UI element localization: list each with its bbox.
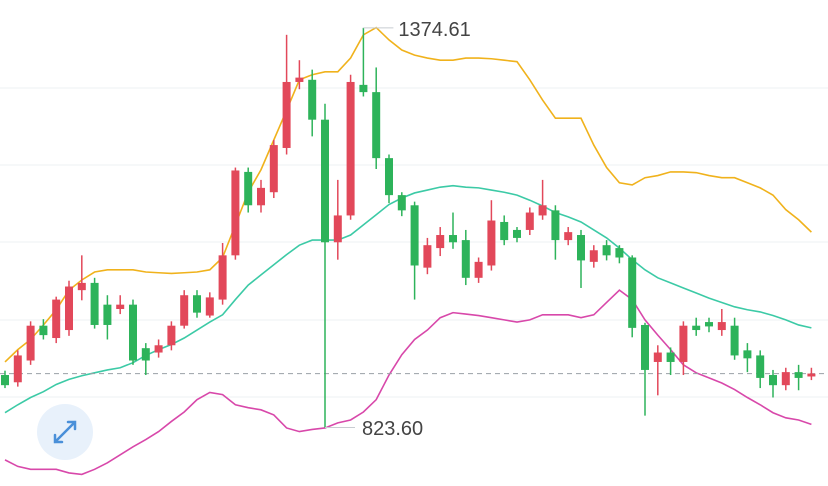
candle-body [717, 322, 726, 331]
candle-body [781, 372, 790, 386]
candle-body [333, 215, 342, 243]
candle-body [321, 119, 329, 243]
candle-body [615, 248, 624, 258]
candle-body [692, 325, 701, 331]
candle-body [513, 229, 521, 238]
candle-body [231, 170, 240, 256]
candle-body [205, 297, 214, 316]
candle-body [218, 255, 227, 300]
candle-body [807, 373, 816, 377]
max-label: 1374.61 [398, 19, 470, 41]
candle-body [705, 322, 713, 327]
candle-body [65, 286, 73, 331]
candle-body [90, 282, 99, 325]
candle-body [769, 375, 777, 386]
candle-body [52, 299, 61, 339]
candle-body [653, 352, 662, 362]
candle-body [193, 295, 201, 313]
candle-body [397, 195, 406, 211]
candle-body [577, 235, 585, 261]
candle-body [282, 81, 291, 148]
candle-body [308, 79, 317, 120]
candle-body [666, 352, 675, 362]
candle-body [500, 221, 509, 241]
candle-body [743, 350, 752, 359]
candle-body [13, 355, 22, 383]
expand-icon[interactable] [53, 420, 77, 444]
candle-body [39, 325, 48, 336]
candle-body [180, 295, 189, 326]
candle-body [487, 220, 496, 266]
candle-body [385, 158, 393, 196]
candle-body [269, 145, 278, 193]
band-line [4, 184, 812, 414]
band-line [4, 26, 812, 363]
candle-body [525, 212, 534, 230]
band-line [4, 289, 812, 476]
plot-area: 1374.61 823.60 [0, 19, 828, 476]
candle-body [257, 187, 265, 206]
candle-body [641, 324, 649, 370]
candle-body [346, 81, 355, 216]
candle-body [244, 171, 253, 206]
min-label: 823.60 [362, 418, 423, 440]
candle-body [77, 282, 86, 291]
candle-body [295, 77, 304, 82]
candle-body [449, 235, 457, 243]
candle-body [154, 345, 163, 353]
candle-body [1, 375, 9, 386]
candle-body [589, 250, 598, 262]
candle-body [359, 84, 368, 93]
candle-body [141, 348, 150, 361]
expand-button[interactable] [37, 404, 93, 460]
candle-body [372, 92, 381, 159]
candle-body [756, 355, 765, 378]
candle-body [423, 245, 432, 268]
candle-body [679, 325, 688, 362]
candle-body [167, 325, 176, 346]
candle-body [474, 261, 483, 278]
candle-body [602, 245, 611, 256]
candle-body [794, 372, 803, 378]
candle-body [564, 232, 573, 241]
candle-body [461, 240, 470, 278]
candle-body [410, 205, 419, 266]
candle-body [116, 304, 125, 310]
candle-body [129, 304, 137, 361]
candle-body [538, 205, 547, 216]
candle-body [436, 235, 445, 249]
candle-body [628, 257, 637, 328]
candle-body [26, 325, 35, 361]
candle-body [103, 304, 112, 325]
candle-body [551, 210, 560, 241]
candle-body [730, 325, 739, 356]
